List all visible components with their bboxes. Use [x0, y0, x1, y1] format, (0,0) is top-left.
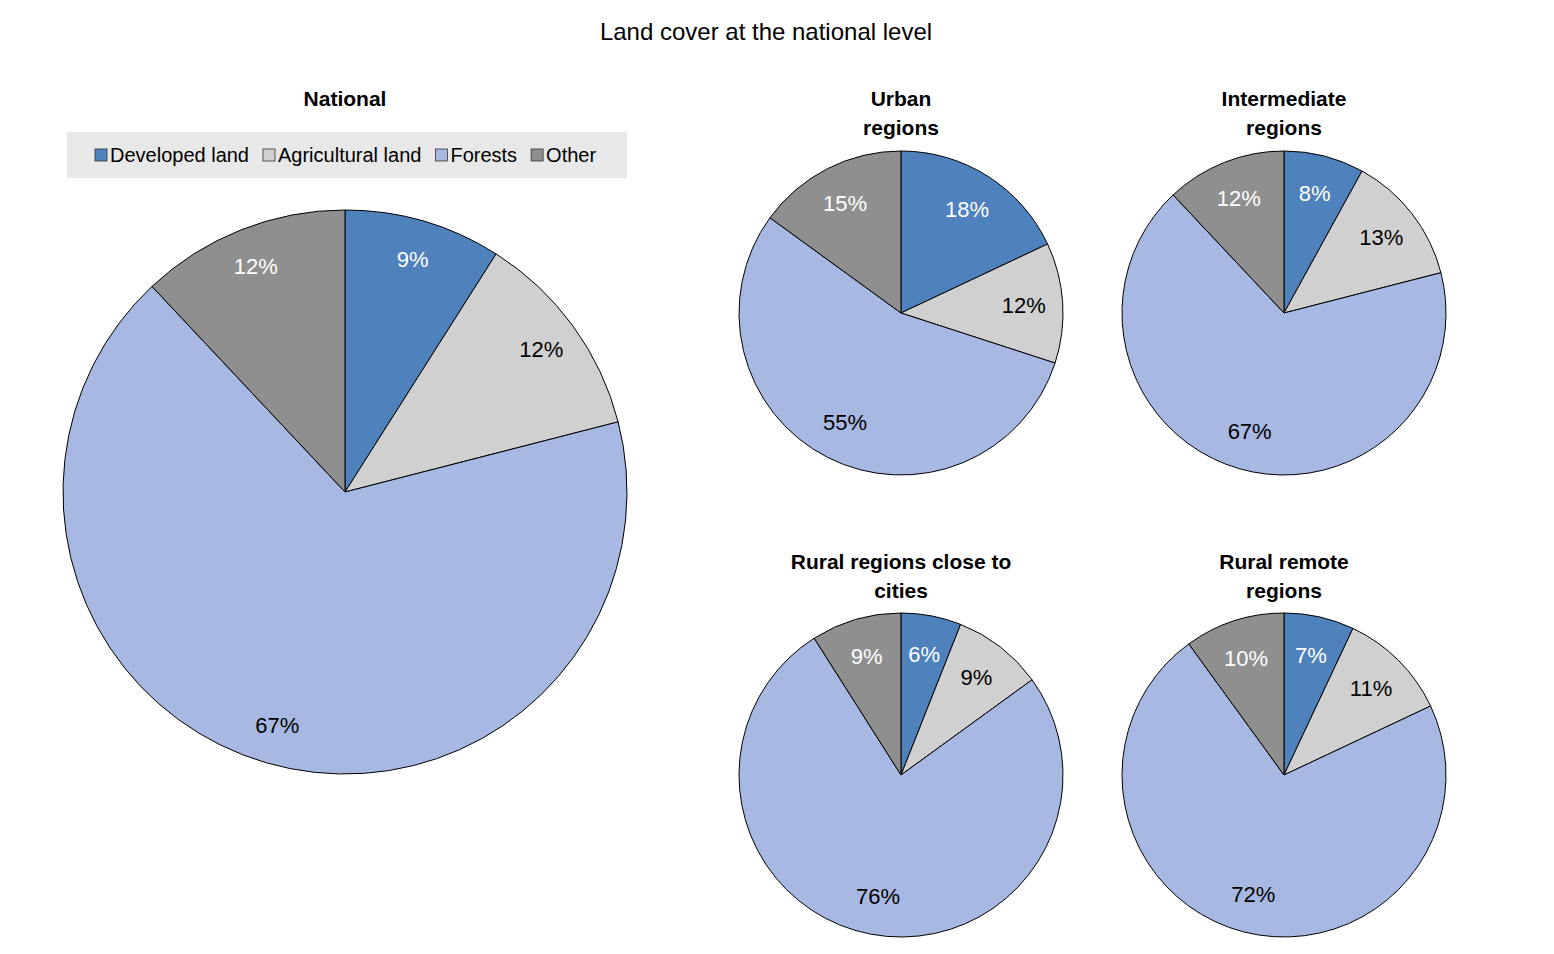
- data-label: 12%: [519, 337, 563, 362]
- panel-title-line: Rural regions close to: [791, 550, 1012, 573]
- data-label: 15%: [823, 191, 867, 216]
- legend-swatch: [435, 149, 447, 161]
- data-label: 12%: [234, 254, 278, 279]
- pie-slice: [1189, 613, 1284, 775]
- legend-label: Agricultural land: [278, 144, 421, 166]
- pie-slice: [1173, 151, 1284, 313]
- panel-title-line: Urban: [871, 87, 932, 110]
- data-label: 9%: [961, 665, 993, 690]
- legend-label: Forests: [450, 144, 517, 166]
- data-labels: 6% 9% 76% 9%: [851, 642, 993, 909]
- data-label: 8%: [1299, 181, 1331, 206]
- data-label: 67%: [1228, 419, 1272, 444]
- data-label: 12%: [1217, 186, 1261, 211]
- panel-title-line: regions: [1246, 116, 1322, 139]
- pie-panel: Urban regions 18% 12% 55% 15%: [739, 87, 1063, 475]
- panel-title-line: regions: [863, 116, 939, 139]
- page-title: Land cover at the national level: [600, 18, 932, 45]
- legend-label: Developed land: [110, 144, 249, 166]
- data-label: 7%: [1295, 643, 1327, 668]
- panel-title: Rural remote regions: [1219, 550, 1349, 602]
- data-label: 9%: [851, 644, 883, 669]
- panel-title: Intermediate regions: [1222, 87, 1347, 139]
- data-label: 72%: [1231, 882, 1275, 907]
- data-label: 13%: [1359, 225, 1403, 250]
- data-label: 10%: [1224, 646, 1268, 671]
- data-label: 76%: [856, 884, 900, 909]
- legend-box: [67, 132, 627, 178]
- data-label: 55%: [823, 410, 867, 435]
- panel-title-line: Rural remote: [1219, 550, 1349, 573]
- data-labels: 7% 11% 72% 10%: [1224, 643, 1392, 907]
- pie-slice: [814, 613, 901, 775]
- panel-title-line: Intermediate: [1222, 87, 1347, 110]
- panel-title: Rural regions close to cities: [791, 550, 1012, 602]
- legend-label: Other: [546, 144, 596, 166]
- data-label: 12%: [1002, 293, 1046, 318]
- slices: [739, 613, 1063, 937]
- data-label: 11%: [1350, 676, 1392, 701]
- pie-panel: Rural remote regions 7% 11% 72% 10%: [1122, 550, 1446, 937]
- pie-panel: National 9% 12% 67% 12% Developed land Agricul…: [63, 87, 627, 774]
- legend-swatch: [95, 149, 107, 161]
- legend: Developed land Agricultural land Forests Ot…: [67, 132, 627, 178]
- panel-title-line: National: [304, 87, 387, 110]
- legend-swatch: [263, 149, 275, 161]
- legend-swatch: [531, 149, 543, 161]
- pie-panel: Intermediate regions 8% 13% 67% 12%: [1122, 87, 1446, 475]
- data-labels: 8% 13% 67% 12%: [1217, 181, 1404, 443]
- slices: [63, 210, 627, 774]
- data-label: 6%: [908, 642, 940, 667]
- data-label: 67%: [255, 713, 299, 738]
- slices: [1122, 613, 1446, 937]
- data-label: 9%: [397, 247, 429, 272]
- pie-panel: Rural regions close to cities 6% 9% 76% 9%: [739, 550, 1063, 937]
- data-labels: 9% 12% 67% 12%: [234, 247, 564, 738]
- panel-title-line: cities: [874, 579, 928, 602]
- chart-root: Land cover at the national level National…: [0, 0, 1554, 954]
- data-label: 18%: [945, 197, 989, 222]
- data-labels: 18% 12% 55% 15%: [823, 191, 1046, 435]
- panel-title-line: regions: [1246, 579, 1322, 602]
- pie-slice: [770, 151, 901, 313]
- slices: [739, 151, 1063, 475]
- panel-title: Urban regions: [863, 87, 939, 139]
- slices: [1122, 151, 1446, 475]
- panel-title: National: [304, 87, 387, 110]
- pie-slice: [152, 210, 345, 492]
